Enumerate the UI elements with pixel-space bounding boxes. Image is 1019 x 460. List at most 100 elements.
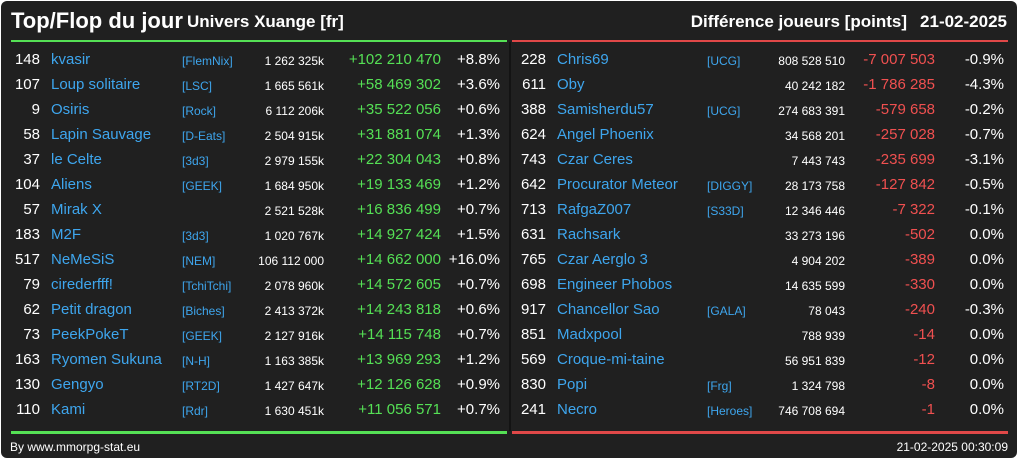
alliance-tag-link[interactable]: [Heroes] (707, 404, 753, 418)
player-name-link[interactable]: kvasir (51, 51, 91, 68)
alliance-tag-link[interactable]: [GALA] (707, 304, 746, 318)
alliance-tag-link[interactable]: [NEM] (182, 254, 216, 268)
alliance-tag-link[interactable]: [UCG] (707, 104, 741, 118)
flop-row: 241 Necro [Heroes] 746 708 694 -1 0.0% (512, 398, 1012, 423)
flop-table: 228 Chris69 [UCG] 808 528 510 -7 007 503 -0.9… (512, 48, 1012, 423)
player-name-link[interactable]: Kami (51, 401, 86, 418)
player-name-link[interactable]: Oby (557, 76, 585, 93)
player-name-link[interactable]: Samisherdu57 (557, 101, 654, 118)
player-name-link[interactable]: Loup solitaire (51, 76, 141, 93)
player-rank: 79 (23, 276, 40, 293)
percent-change: +0.7% (457, 276, 500, 293)
player-name-link[interactable]: NeMeSiS (51, 251, 115, 268)
player-name-link[interactable]: Procurator Meteor (557, 176, 678, 193)
percent-change: -4.3% (964, 76, 1004, 93)
alliance-tag-link[interactable]: [N-H] (182, 354, 210, 368)
alliance-tag-link[interactable]: [Rdr] (182, 404, 209, 418)
top-row: 57 Mirak X 2 521 528k +16 836 499 +0.7% (6, 198, 506, 223)
alliance-tag-link[interactable]: [GEEK] (182, 329, 223, 343)
player-name-link[interactable]: Chris69 (557, 51, 609, 68)
points-difference: -240 (904, 301, 935, 318)
alliance-tag-link[interactable]: [UCG] (707, 54, 741, 68)
total-points: 1 665 561k (264, 79, 324, 93)
player-name-link[interactable]: Popi (557, 376, 588, 393)
credit-link[interactable]: By www.mmorpg-stat.eu (10, 440, 141, 454)
flop-row: 611 Oby 40 242 182 -1 786 285 -4.3% (512, 73, 1012, 98)
percent-change: +0.7% (457, 401, 500, 418)
player-rank: 62 (23, 301, 40, 318)
total-points: 2 521 528k (264, 204, 324, 218)
alliance-tag-link[interactable]: [3d3] (182, 154, 209, 168)
player-rank: 228 (520, 51, 546, 68)
points-difference: -14 (913, 326, 935, 343)
alliance-tag-link[interactable]: [LSC] (182, 79, 213, 93)
flop-row: 713 RafgaZ007 [S33D] 12 346 446 -7 322 -0.1% (512, 198, 1012, 223)
flop-row: 388 Samisherdu57 [UCG] 274 683 391 -579 658 -… (512, 98, 1012, 123)
total-points: 33 273 196 (784, 229, 845, 243)
top-row: 130 Gengyo [RT2D] 1 427 647k +12 126 628 +0.9… (6, 373, 506, 398)
alliance-tag-link[interactable]: [3d3] (182, 229, 209, 243)
alliance-tag-link[interactable]: [RT2D] (182, 379, 220, 393)
alliance-tag-link[interactable]: [Frg] (707, 379, 732, 393)
points-difference: -1 786 285 (863, 76, 935, 93)
alliance-tag-link[interactable]: [Rock] (182, 104, 217, 118)
total-points: 1 020 767k (264, 229, 324, 243)
player-name-link[interactable]: Mirak X (51, 201, 102, 218)
flop-row: 569 Croque-mi-taine 56 951 839 -12 0.0% (512, 348, 1012, 373)
page-title: Top/Flop du jour (11, 8, 183, 33)
alliance-tag-link[interactable]: [D-Eats] (182, 129, 226, 143)
percent-change: +1.3% (457, 126, 500, 143)
top-row: 37 le Celte [3d3] 2 979 155k +22 304 043 +0.8… (6, 148, 506, 173)
player-name-link[interactable]: RafgaZ007 (557, 201, 632, 218)
player-name-link[interactable]: Gengyo (51, 376, 104, 393)
alliance-tag-link[interactable]: [TchiTchi] (182, 279, 232, 293)
player-rank: 183 (14, 226, 40, 243)
player-name-link[interactable]: Madxpool (557, 326, 623, 343)
total-points: 6 112 206k (265, 104, 325, 118)
top-row: 148 kvasir [FlemNix] 1 262 325k +102 210 470… (6, 48, 506, 73)
flop-divider-red (512, 40, 1008, 42)
player-name-link[interactable]: PeekPokeT (51, 326, 129, 343)
player-name-link[interactable]: Engineer Phobos (557, 276, 673, 293)
player-rank: 110 (16, 401, 40, 418)
player-rank: 9 (31, 101, 40, 118)
player-name-link[interactable]: Lapin Sauvage (51, 126, 152, 143)
alliance-tag-link[interactable]: [GEEK] (182, 179, 223, 193)
player-name-link[interactable]: Osiris (51, 101, 90, 118)
flop-row: 917 Chancellor Sao [GALA] 78 043 -240 -0.3% (512, 298, 1012, 323)
player-name-link[interactable]: cirederfff! (51, 276, 113, 293)
player-rank: 631 (520, 226, 546, 243)
total-points: 28 173 758 (784, 179, 845, 193)
percent-change: +16.0% (448, 251, 500, 268)
points-difference: +22 304 043 (357, 151, 441, 168)
player-name-link[interactable]: Rachsark (557, 226, 621, 243)
alliance-tag-link[interactable]: [S33D] (707, 204, 744, 218)
top-table: 148 kvasir [FlemNix] 1 262 325k +102 210 470… (6, 48, 506, 423)
player-name-link[interactable]: Ryomen Sukuna (51, 351, 162, 368)
alliance-tag-link[interactable]: [FlemNix] (182, 54, 233, 68)
player-name-link[interactable]: Necro (557, 401, 598, 418)
player-rank: 241 (520, 401, 546, 418)
player-rank: 851 (520, 326, 546, 343)
points-difference: +14 927 424 (357, 226, 441, 243)
player-name-link[interactable]: Chancellor Sao (557, 301, 660, 318)
points-difference: +31 881 074 (357, 126, 441, 143)
top-row: 183 M2F [3d3] 1 020 767k +14 927 424 +1.5% (6, 223, 506, 248)
player-name-link[interactable]: le Celte (51, 151, 102, 168)
player-name-link[interactable]: Czar Aerglo 3 (557, 251, 648, 268)
player-name-link[interactable]: M2F (51, 226, 81, 243)
total-points: 1 427 647k (264, 379, 324, 393)
alliance-tag-link[interactable]: [Biches] (182, 304, 225, 318)
player-name-link[interactable]: Angel Phoenix (557, 126, 654, 143)
player-name-link[interactable]: Aliens (51, 176, 92, 193)
top-row: 62 Petit dragon [Biches] 2 413 372k +14 243 … (6, 298, 506, 323)
player-name-link[interactable]: Croque-mi-taine (557, 351, 665, 368)
top-row: 110 Kami [Rdr] 1 630 451k +11 056 571 +0.7% (6, 398, 506, 423)
player-name-link[interactable]: Czar Ceres (557, 151, 633, 168)
flop-row: 631 Rachsark 33 273 196 -502 0.0% (512, 223, 1012, 248)
total-points: 78 043 (808, 304, 845, 318)
top-row: 79 cirederfff! [TchiTchi] 2 078 960k +14 572… (6, 273, 506, 298)
player-name-link[interactable]: Petit dragon (51, 301, 132, 318)
alliance-tag-link[interactable]: [DIGGY] (707, 179, 753, 193)
flop-row: 228 Chris69 [UCG] 808 528 510 -7 007 503 -0.9… (512, 48, 1012, 73)
